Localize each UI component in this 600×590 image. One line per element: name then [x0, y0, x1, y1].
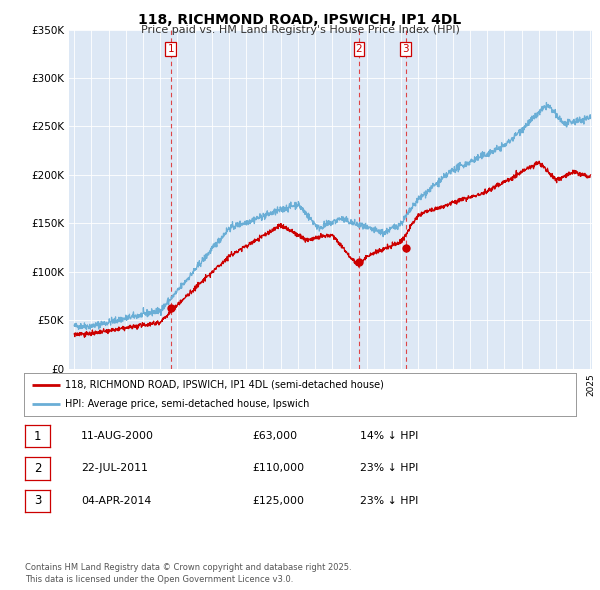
Text: £63,000: £63,000: [252, 431, 297, 441]
Text: 1: 1: [167, 44, 174, 54]
Text: HPI: Average price, semi-detached house, Ipswich: HPI: Average price, semi-detached house,…: [65, 399, 310, 409]
Text: 11-AUG-2000: 11-AUG-2000: [81, 431, 154, 441]
Text: 3: 3: [34, 494, 41, 507]
Text: £110,000: £110,000: [252, 464, 304, 473]
Text: 22-JUL-2011: 22-JUL-2011: [81, 464, 148, 473]
Text: 1: 1: [34, 430, 41, 442]
Text: 3: 3: [403, 44, 409, 54]
Text: £125,000: £125,000: [252, 496, 304, 506]
Text: 14% ↓ HPI: 14% ↓ HPI: [360, 431, 418, 441]
Text: 2: 2: [34, 462, 41, 475]
Text: 23% ↓ HPI: 23% ↓ HPI: [360, 464, 418, 473]
Text: 2: 2: [356, 44, 362, 54]
Text: 118, RICHMOND ROAD, IPSWICH, IP1 4DL (semi-detached house): 118, RICHMOND ROAD, IPSWICH, IP1 4DL (se…: [65, 380, 384, 390]
Text: Contains HM Land Registry data © Crown copyright and database right 2025.
This d: Contains HM Land Registry data © Crown c…: [25, 563, 352, 584]
Text: 23% ↓ HPI: 23% ↓ HPI: [360, 496, 418, 506]
Text: Price paid vs. HM Land Registry's House Price Index (HPI): Price paid vs. HM Land Registry's House …: [140, 25, 460, 35]
Text: 118, RICHMOND ROAD, IPSWICH, IP1 4DL: 118, RICHMOND ROAD, IPSWICH, IP1 4DL: [139, 13, 461, 27]
Text: 04-APR-2014: 04-APR-2014: [81, 496, 151, 506]
